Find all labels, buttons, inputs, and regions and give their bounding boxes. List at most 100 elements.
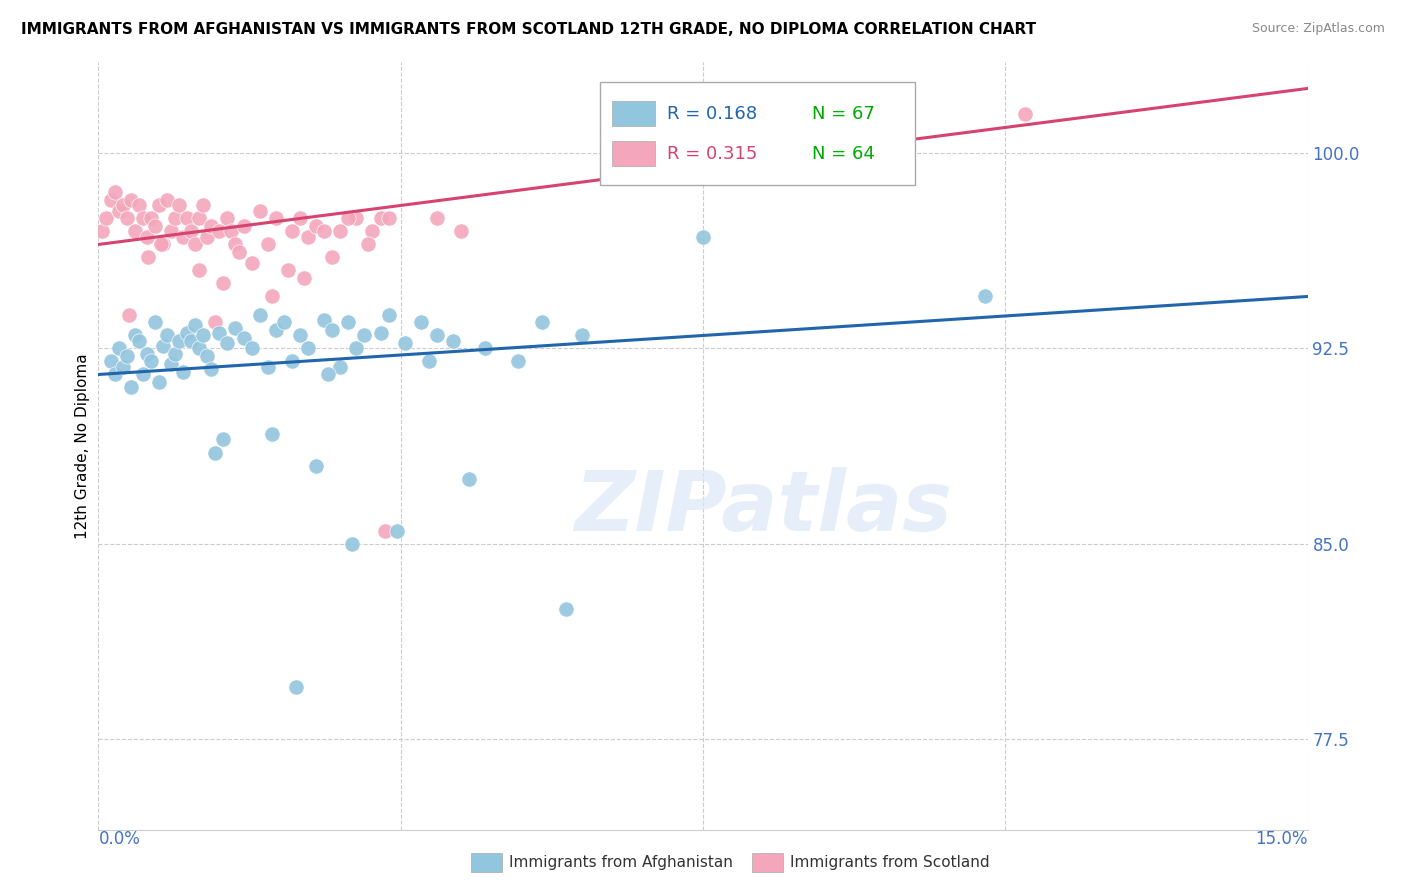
Point [344,342,367,356]
Point [103,186,125,200]
Point [204,445,226,459]
Point [176,211,198,226]
Point [143,219,166,234]
Point [530,316,553,330]
Point [132,211,155,226]
FancyBboxPatch shape [613,141,655,166]
Point [240,342,263,356]
Point [107,342,129,356]
Point [212,433,235,447]
Point [135,229,157,244]
Point [370,211,392,226]
Point [249,203,271,218]
Point [172,365,194,379]
Point [357,237,380,252]
Point [426,211,449,226]
Point [224,237,246,252]
Point [377,211,399,226]
Text: 0.0%: 0.0% [98,830,141,847]
Point [228,245,250,260]
Point [288,328,311,343]
Point [450,224,472,238]
Point [193,328,215,343]
Point [288,211,311,226]
Text: R = 0.168: R = 0.168 [666,105,756,123]
Point [204,316,226,330]
Point [195,349,218,363]
Text: Immigrants from Scotland: Immigrants from Scotland [790,855,990,870]
Point [100,194,122,208]
Point [555,601,578,615]
Point [305,219,328,234]
FancyBboxPatch shape [600,81,915,186]
Point [107,203,129,218]
Point [111,198,134,212]
Point [103,368,125,382]
Point [370,326,392,340]
Point [193,198,215,212]
Point [152,339,174,353]
Point [409,316,432,330]
Point [256,359,278,374]
Point [160,224,183,238]
Point [264,211,287,226]
Point [188,342,211,356]
Point [91,224,114,238]
Text: IMMIGRANTS FROM AFGHANISTAN VS IMMIGRANTS FROM SCOTLAND 12TH GRADE, NO DIPLOMA C: IMMIGRANTS FROM AFGHANISTAN VS IMMIGRANT… [21,22,1036,37]
Point [232,331,254,345]
Point [418,354,440,368]
Point [260,427,283,442]
Point [96,211,118,226]
Point [200,219,222,234]
Point [353,328,375,343]
Point [132,368,155,382]
Text: 15.0%: 15.0% [1256,830,1308,847]
Point [124,224,146,238]
Point [249,308,271,322]
Point [394,336,416,351]
Point [167,334,190,348]
Point [184,318,207,332]
Point [426,328,449,343]
Point [120,194,142,208]
Point [277,263,299,277]
Point [337,211,360,226]
Point [138,251,160,265]
Text: Immigrants from Afghanistan: Immigrants from Afghanistan [509,855,733,870]
Point [180,224,202,238]
Y-axis label: 12th Grade, No Diploma: 12th Grade, No Diploma [75,353,90,539]
Point [188,211,211,226]
Point [160,357,183,371]
Point [167,198,190,212]
Text: ZIPatlas: ZIPatlas [575,467,952,548]
Point [284,680,307,694]
Point [292,271,315,285]
Point [120,380,142,394]
Point [172,229,194,244]
Point [305,458,328,473]
Point [115,211,138,226]
Point [458,471,481,485]
Point [321,323,343,337]
Point [329,224,352,238]
Point [974,289,997,303]
Point [195,229,218,244]
Point [221,224,243,238]
Point [377,308,399,322]
Point [208,224,231,238]
Point [150,237,173,252]
Point [314,224,336,238]
Point [111,359,134,374]
Point [474,342,496,356]
Point [264,323,287,337]
Point [571,328,593,343]
Point [143,316,166,330]
Point [208,326,231,340]
Point [176,326,198,340]
Point [184,237,207,252]
Text: N = 67: N = 67 [811,105,875,123]
Point [342,536,364,550]
Text: R = 0.315: R = 0.315 [666,145,756,162]
Point [1014,107,1036,121]
Point [281,354,304,368]
